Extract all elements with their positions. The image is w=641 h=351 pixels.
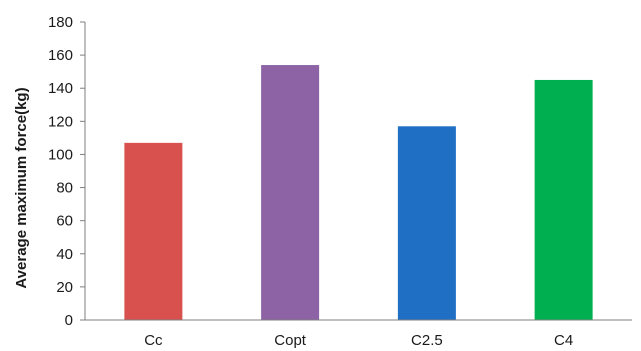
y-tick-label: 120 <box>48 113 73 130</box>
y-tick-label: 0 <box>65 312 73 329</box>
x-category-label: Cc <box>144 332 163 349</box>
y-tick-label: 20 <box>56 279 73 296</box>
y-tick-label: 100 <box>48 146 73 163</box>
bar-c2-5 <box>397 126 456 320</box>
bars <box>124 65 593 321</box>
y-tick-label: 40 <box>56 246 73 263</box>
y-axis-ticks: 0 20 40 60 80 100 120 140 160 180 <box>48 14 85 329</box>
bar-cc <box>124 142 183 320</box>
y-axis-title-group: Average maximum force(kg) <box>13 87 30 288</box>
x-category-label: Copt <box>274 332 307 349</box>
y-tick-label: 80 <box>56 180 73 197</box>
x-category-label: C2.5 <box>411 332 443 349</box>
y-tick-label: 180 <box>48 14 73 31</box>
y-tick-label: 60 <box>56 213 73 230</box>
y-tick-label: 160 <box>48 47 73 64</box>
x-category-label: C4 <box>554 332 573 349</box>
y-tick-label: 140 <box>48 80 73 97</box>
bar-c4 <box>534 79 593 320</box>
y-axis-title: Average maximum force(kg) <box>13 87 30 288</box>
x-axis-categories: Cc Copt C2.5 C4 <box>144 332 573 349</box>
bar-copt <box>261 65 320 321</box>
